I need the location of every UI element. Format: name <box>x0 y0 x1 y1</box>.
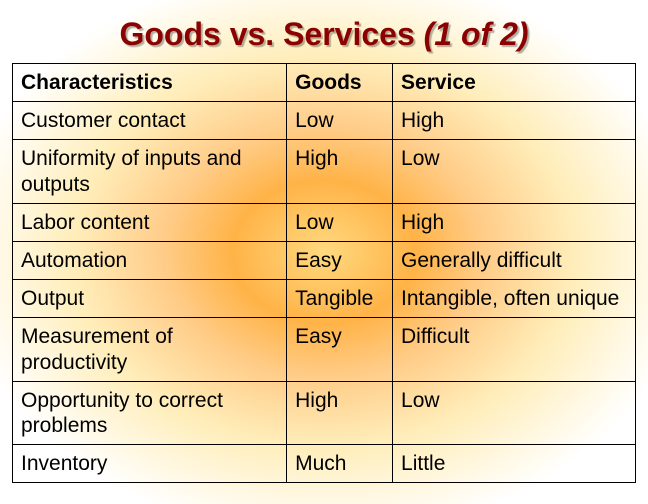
cell-characteristic: Labor content <box>13 203 287 241</box>
header-goods: Goods <box>287 64 393 102</box>
cell-characteristic: Uniformity of inputs and outputs <box>13 140 287 203</box>
cell-service: Low <box>393 381 636 444</box>
title-main: Goods vs. Services <box>119 16 423 52</box>
cell-goods: High <box>287 381 393 444</box>
table-row: Output Tangible Intangible, often unique <box>13 280 636 318</box>
cell-goods: Easy <box>287 241 393 279</box>
cell-goods: Tangible <box>287 280 393 318</box>
cell-characteristic: Opportunity to correct problems <box>13 381 287 444</box>
cell-characteristic: Output <box>13 280 287 318</box>
table-row: Measurement of productivity Easy Difficu… <box>13 318 636 381</box>
header-characteristics: Characteristics <box>13 64 287 102</box>
table-row: Customer contact Low High <box>13 102 636 140</box>
cell-service: Intangible, often unique <box>393 280 636 318</box>
cell-service: High <box>393 102 636 140</box>
table-row: Uniformity of inputs and outputs High Lo… <box>13 140 636 203</box>
cell-service: Low <box>393 140 636 203</box>
title-part: (1 of 2) <box>424 16 529 52</box>
slide-title: Goods vs. Services (1 of 2) <box>12 10 636 63</box>
header-service: Service <box>393 64 636 102</box>
cell-characteristic: Inventory <box>13 445 287 483</box>
cell-goods: Easy <box>287 318 393 381</box>
cell-service: Difficult <box>393 318 636 381</box>
cell-service: Little <box>393 445 636 483</box>
table-row: Labor content Low High <box>13 203 636 241</box>
cell-characteristic: Measurement of productivity <box>13 318 287 381</box>
table-header-row: Characteristics Goods Service <box>13 64 636 102</box>
table-row: Opportunity to correct problems High Low <box>13 381 636 444</box>
cell-characteristic: Customer contact <box>13 102 287 140</box>
cell-characteristic: Automation <box>13 241 287 279</box>
cell-goods: Low <box>287 102 393 140</box>
table-row: Automation Easy Generally difficult <box>13 241 636 279</box>
comparison-table: Characteristics Goods Service Customer c… <box>12 63 636 483</box>
cell-goods: Much <box>287 445 393 483</box>
cell-service: High <box>393 203 636 241</box>
table-row: Inventory Much Little <box>13 445 636 483</box>
cell-service: Generally difficult <box>393 241 636 279</box>
cell-goods: Low <box>287 203 393 241</box>
cell-goods: High <box>287 140 393 203</box>
